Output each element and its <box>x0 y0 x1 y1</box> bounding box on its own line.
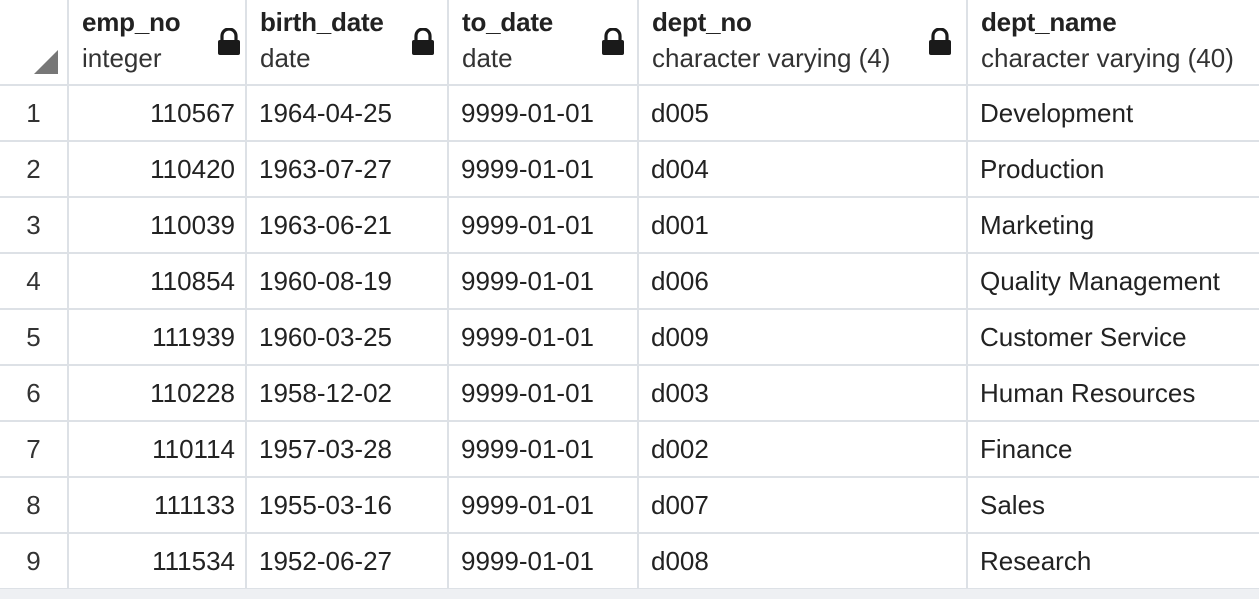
cell-emp-no[interactable]: 110854 <box>68 253 247 310</box>
cell-emp-no[interactable]: 110420 <box>68 141 247 198</box>
cell-emp-no[interactable]: 111939 <box>68 309 247 366</box>
column-type: character varying (4) <box>652 43 891 73</box>
cell-dept-no[interactable]: d007 <box>638 477 968 534</box>
cell-dept-no[interactable]: d004 <box>638 141 968 198</box>
column-header-dept-name[interactable]: dept_name character varying (40) <box>967 0 1259 86</box>
row-number[interactable]: 5 <box>0 309 69 366</box>
row-number[interactable]: 1 <box>0 85 69 142</box>
cell-dept-name[interactable]: Development <box>967 85 1259 142</box>
row-number[interactable]: 4 <box>0 253 69 310</box>
column-name: birth_date <box>260 7 384 37</box>
table-row[interactable]: 6 110228 1958-12-02 9999-01-01 d003 Huma… <box>0 365 1259 422</box>
cell-birth-date[interactable]: 1960-08-19 <box>246 253 449 310</box>
cell-dept-no[interactable]: d001 <box>638 197 968 254</box>
cell-dept-no[interactable]: d009 <box>638 309 968 366</box>
cell-birth-date[interactable]: 1960-03-25 <box>246 309 449 366</box>
cell-emp-no[interactable]: 111133 <box>68 477 247 534</box>
cell-to-date[interactable]: 9999-01-01 <box>448 421 639 478</box>
row-number[interactable]: 7 <box>0 421 69 478</box>
cell-dept-name[interactable]: Research <box>967 533 1259 590</box>
lock-icon <box>218 28 240 55</box>
cell-birth-date[interactable]: 1958-12-02 <box>246 365 449 422</box>
row-number[interactable]: 9 <box>0 533 69 590</box>
cell-to-date[interactable]: 9999-01-01 <box>448 197 639 254</box>
cell-birth-date[interactable]: 1952-06-27 <box>246 533 449 590</box>
column-name: dept_name <box>981 7 1117 37</box>
cell-to-date[interactable]: 9999-01-01 <box>448 533 639 590</box>
cell-dept-no[interactable]: d002 <box>638 421 968 478</box>
column-name: to_date <box>462 7 554 37</box>
cell-birth-date[interactable]: 1964-04-25 <box>246 85 449 142</box>
column-header-to-date[interactable]: to_date date <box>448 0 639 86</box>
cell-to-date[interactable]: 9999-01-01 <box>448 309 639 366</box>
cell-dept-name[interactable]: Sales <box>967 477 1259 534</box>
row-number[interactable]: 6 <box>0 365 69 422</box>
cell-emp-no[interactable]: 110114 <box>68 421 247 478</box>
cell-to-date[interactable]: 9999-01-01 <box>448 253 639 310</box>
lock-icon <box>412 28 434 55</box>
cell-to-date[interactable]: 9999-01-01 <box>448 365 639 422</box>
column-name: emp_no <box>82 7 181 37</box>
table-row[interactable]: 4 110854 1960-08-19 9999-01-01 d006 Qual… <box>0 253 1259 310</box>
cell-birth-date[interactable]: 1963-06-21 <box>246 197 449 254</box>
cell-to-date[interactable]: 9999-01-01 <box>448 85 639 142</box>
cell-emp-no[interactable]: 110567 <box>68 85 247 142</box>
cell-birth-date[interactable]: 1955-03-16 <box>246 477 449 534</box>
column-name: dept_no <box>652 7 752 37</box>
cell-to-date[interactable]: 9999-01-01 <box>448 141 639 198</box>
cell-emp-no[interactable]: 110228 <box>68 365 247 422</box>
row-number[interactable]: 2 <box>0 141 69 198</box>
column-type: integer <box>82 43 162 73</box>
row-number[interactable]: 3 <box>0 197 69 254</box>
table-row[interactable]: 5 111939 1960-03-25 9999-01-01 d009 Cust… <box>0 309 1259 366</box>
grid-footer-strip <box>0 589 1259 599</box>
cell-dept-no[interactable]: d006 <box>638 253 968 310</box>
cell-dept-name[interactable]: Customer Service <box>967 309 1259 366</box>
column-header-dept-no[interactable]: dept_no character varying (4) <box>638 0 968 86</box>
lock-icon <box>602 28 624 55</box>
table-row[interactable]: 3 110039 1963-06-21 9999-01-01 d001 Mark… <box>0 197 1259 254</box>
select-all-corner-icon[interactable] <box>34 50 58 74</box>
cell-dept-name[interactable]: Production <box>967 141 1259 198</box>
lock-icon <box>929 28 951 55</box>
cell-birth-date[interactable]: 1957-03-28 <box>246 421 449 478</box>
table-row[interactable]: 2 110420 1963-07-27 9999-01-01 d004 Prod… <box>0 141 1259 198</box>
cell-emp-no[interactable]: 111534 <box>68 533 247 590</box>
cell-dept-name[interactable]: Human Resources <box>967 365 1259 422</box>
table-row[interactable]: 7 110114 1957-03-28 9999-01-01 d002 Fina… <box>0 421 1259 478</box>
column-header-emp-no[interactable]: emp_no integer <box>68 0 247 86</box>
cell-dept-name[interactable]: Marketing <box>967 197 1259 254</box>
table-row[interactable]: 9 111534 1952-06-27 9999-01-01 d008 Rese… <box>0 533 1259 590</box>
cell-dept-name[interactable]: Finance <box>967 421 1259 478</box>
select-all-corner[interactable] <box>0 0 69 86</box>
column-type: date <box>462 43 513 73</box>
cell-emp-no[interactable]: 110039 <box>68 197 247 254</box>
cell-dept-no[interactable]: d008 <box>638 533 968 590</box>
table-row[interactable]: 8 111133 1955-03-16 9999-01-01 d007 Sale… <box>0 477 1259 534</box>
cell-dept-name[interactable]: Quality Management <box>967 253 1259 310</box>
row-number[interactable]: 8 <box>0 477 69 534</box>
cell-dept-no[interactable]: d003 <box>638 365 968 422</box>
column-header-birth-date[interactable]: birth_date date <box>246 0 449 86</box>
cell-birth-date[interactable]: 1963-07-27 <box>246 141 449 198</box>
cell-to-date[interactable]: 9999-01-01 <box>448 477 639 534</box>
cell-dept-no[interactable]: d005 <box>638 85 968 142</box>
column-type: date <box>260 43 311 73</box>
column-type: character varying (40) <box>981 43 1234 73</box>
table-row[interactable]: 1 110567 1964-04-25 9999-01-01 d005 Deve… <box>0 85 1259 142</box>
header-row: emp_no integer birth_date date <box>0 0 1259 86</box>
